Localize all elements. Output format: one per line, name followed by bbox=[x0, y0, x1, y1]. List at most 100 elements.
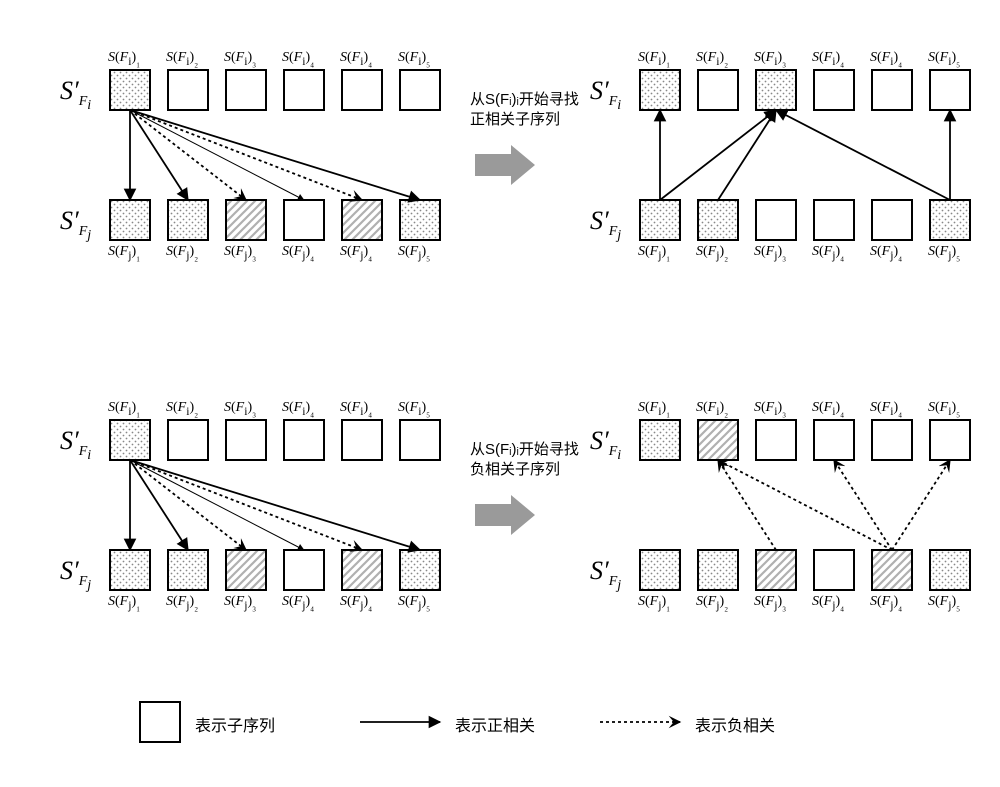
sequence-box bbox=[814, 550, 854, 590]
sequence-box bbox=[640, 70, 680, 110]
label: S′Fj bbox=[590, 556, 621, 594]
sequence-box bbox=[930, 550, 970, 590]
sequence-box bbox=[168, 70, 208, 110]
sequence-box bbox=[930, 200, 970, 240]
sequence-box bbox=[756, 420, 796, 460]
sequence-box bbox=[110, 550, 150, 590]
label: S(Fi)₁ bbox=[108, 400, 140, 418]
label: S′Fj bbox=[590, 206, 621, 244]
sequence-box bbox=[640, 420, 680, 460]
label: S(Fj)₅ bbox=[928, 594, 960, 612]
label: S(Fi)₄ bbox=[870, 50, 902, 68]
sequence-box bbox=[872, 550, 912, 590]
sequence-box bbox=[400, 550, 440, 590]
label: S(Fi)₅ bbox=[928, 50, 960, 68]
label: S(Fi)₄ bbox=[340, 400, 372, 418]
label: S(Fj)₂ bbox=[696, 594, 728, 612]
sequence-box bbox=[640, 550, 680, 590]
sequence-box bbox=[814, 420, 854, 460]
label: S(Fi)₅ bbox=[398, 400, 430, 418]
label: S(Fj)₄ bbox=[812, 244, 844, 262]
sequence-box bbox=[110, 420, 150, 460]
sequence-box bbox=[814, 200, 854, 240]
sequence-box bbox=[400, 200, 440, 240]
arrow bbox=[130, 460, 188, 550]
label: S(Fi)₂ bbox=[166, 50, 198, 68]
arrow bbox=[718, 460, 776, 550]
label: S(Fi)₁ bbox=[638, 400, 670, 418]
sequence-box bbox=[756, 550, 796, 590]
sequence-box bbox=[342, 550, 382, 590]
label: S(Fi)₄ bbox=[282, 50, 314, 68]
label: S(Fi)₄ bbox=[812, 400, 844, 418]
arrow bbox=[130, 460, 246, 550]
arrow bbox=[660, 110, 776, 200]
sequence-box bbox=[110, 70, 150, 110]
label: S(Fi)₄ bbox=[812, 50, 844, 68]
arrow bbox=[130, 110, 420, 200]
label: S(Fi)₃ bbox=[224, 50, 256, 68]
label: S(Fi)₃ bbox=[754, 400, 786, 418]
arrow bbox=[718, 110, 776, 200]
sequence-box bbox=[226, 420, 266, 460]
label: S(Fj)₁ bbox=[108, 594, 140, 612]
label: S(Fj)₄ bbox=[282, 594, 314, 612]
sequence-box bbox=[756, 200, 796, 240]
sequence-box bbox=[342, 200, 382, 240]
label: S′Fi bbox=[590, 426, 621, 464]
sequence-box bbox=[400, 420, 440, 460]
label: S(Fj)₁ bbox=[638, 244, 670, 262]
label: S(Fj)₃ bbox=[224, 244, 256, 262]
label: S(Fj)₅ bbox=[928, 244, 960, 262]
label: 表示负相关 bbox=[695, 712, 775, 736]
arrow bbox=[130, 110, 362, 200]
sequence-box bbox=[872, 70, 912, 110]
sequence-box bbox=[872, 200, 912, 240]
sequence-box bbox=[640, 200, 680, 240]
sequence-box bbox=[698, 420, 738, 460]
sequence-box bbox=[698, 200, 738, 240]
sequence-box bbox=[168, 550, 208, 590]
arrow bbox=[130, 110, 188, 200]
label: S(Fj)₅ bbox=[398, 594, 430, 612]
label: S(Fi)₁ bbox=[638, 50, 670, 68]
label: S(Fi)₄ bbox=[340, 50, 372, 68]
process-arrow bbox=[475, 145, 535, 185]
arrow bbox=[718, 460, 892, 550]
label: S(Fj)₂ bbox=[696, 244, 728, 262]
label: S(Fi)₅ bbox=[398, 50, 430, 68]
label: S′Fj bbox=[60, 206, 91, 244]
sequence-box bbox=[284, 550, 324, 590]
label: S(Fj)₂ bbox=[166, 594, 198, 612]
sequence-box bbox=[814, 70, 854, 110]
sequence-box bbox=[140, 702, 180, 742]
sequence-box bbox=[168, 420, 208, 460]
sequence-box bbox=[226, 200, 266, 240]
arrow bbox=[776, 110, 950, 200]
sequence-box bbox=[756, 70, 796, 110]
label: 表示正相关 bbox=[455, 712, 535, 736]
label: S(Fi)₁ bbox=[108, 50, 140, 68]
sequence-box bbox=[698, 70, 738, 110]
label: S(Fi)₂ bbox=[696, 50, 728, 68]
label: 从S(Fᵢ)ᵢ开始寻找正相关子序列 bbox=[470, 90, 579, 129]
arrow bbox=[130, 460, 420, 550]
sequence-box bbox=[284, 420, 324, 460]
sequence-box bbox=[168, 200, 208, 240]
arrow bbox=[130, 460, 362, 550]
label: 表示子序列 bbox=[195, 712, 275, 736]
label: S(Fj)₁ bbox=[108, 244, 140, 262]
label: S(Fj)₄ bbox=[282, 244, 314, 262]
arrow bbox=[130, 460, 304, 550]
label: 从S(Fᵢ)ᵢ开始寻找负相关子序列 bbox=[470, 440, 579, 479]
label: S(Fj)₃ bbox=[754, 594, 786, 612]
label: S(Fj)₅ bbox=[398, 244, 430, 262]
label: S(Fj)₁ bbox=[638, 594, 670, 612]
sequence-box bbox=[226, 550, 266, 590]
label: S′Fi bbox=[590, 76, 621, 114]
sequence-box bbox=[930, 70, 970, 110]
label: S(Fi)₄ bbox=[870, 400, 902, 418]
label: S(Fj)₂ bbox=[166, 244, 198, 262]
label: S(Fj)₄ bbox=[812, 594, 844, 612]
arrow bbox=[130, 110, 304, 200]
